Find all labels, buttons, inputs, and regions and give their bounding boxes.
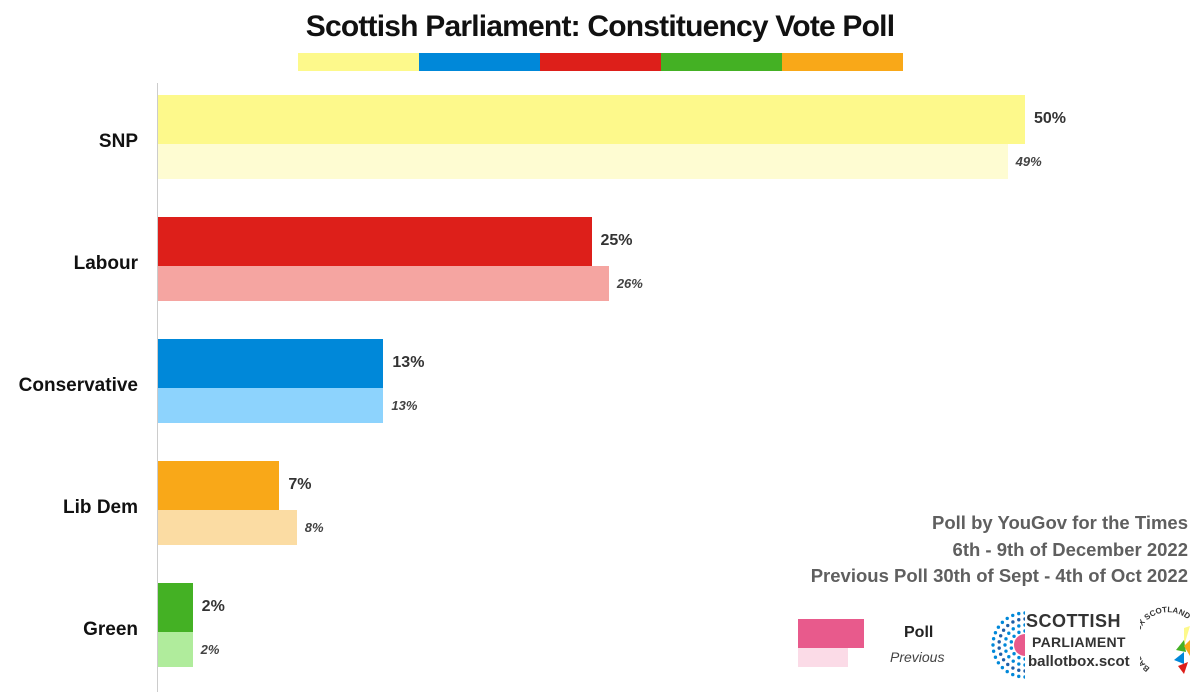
legend-poll-label: Poll bbox=[904, 624, 934, 641]
brand-website: ballotbox.scot bbox=[1028, 653, 1130, 670]
value-label-previous: 49% bbox=[1015, 154, 1042, 169]
legend-poll-swatch bbox=[798, 619, 864, 648]
brand-parliament: PARLIAMENT bbox=[1032, 634, 1126, 650]
color-strip-segment bbox=[661, 53, 782, 71]
bar-poll bbox=[158, 339, 384, 388]
legend-previous-label: Previous bbox=[890, 649, 945, 665]
color-strip-segment bbox=[782, 53, 903, 71]
legend-previous-swatch bbox=[798, 648, 848, 667]
category-label: Conservative bbox=[18, 375, 138, 396]
category-label: SNP bbox=[98, 131, 138, 152]
value-label-poll: 2% bbox=[201, 598, 225, 615]
bar-poll bbox=[158, 217, 592, 266]
category-label: Lib Dem bbox=[63, 497, 138, 518]
value-label-poll: 13% bbox=[392, 354, 425, 371]
brand-scottish: SCOTTISH bbox=[1026, 611, 1122, 631]
party-color-strip bbox=[298, 53, 903, 71]
color-strip-segment bbox=[540, 53, 661, 71]
value-label-poll: 7% bbox=[288, 476, 312, 493]
value-label-poll: 25% bbox=[600, 232, 633, 249]
value-label-poll: 50% bbox=[1034, 110, 1067, 127]
bar-previous bbox=[158, 144, 1008, 179]
bar-previous bbox=[158, 266, 609, 301]
category-label: Green bbox=[83, 619, 138, 640]
bar-previous bbox=[158, 632, 193, 667]
bar-poll bbox=[158, 583, 193, 632]
source-line-previous: Previous Poll 30th of Sept - 4th of Oct … bbox=[810, 565, 1188, 586]
value-label-previous: 8% bbox=[304, 520, 324, 535]
y-axis-line bbox=[157, 83, 158, 692]
bar-previous bbox=[158, 510, 297, 545]
bar-poll bbox=[158, 95, 1025, 144]
source-line-dates: 6th - 9th of December 2022 bbox=[952, 538, 1188, 560]
parliament-hemicycle-icon bbox=[991, 611, 1025, 679]
color-strip-segment bbox=[298, 53, 419, 71]
bar-previous bbox=[158, 388, 384, 423]
value-label-previous: 2% bbox=[200, 642, 220, 657]
bar-poll bbox=[158, 461, 280, 510]
chart-title: Scottish Parliament: Constituency Vote P… bbox=[305, 10, 895, 43]
value-label-previous: 26% bbox=[616, 276, 643, 291]
color-strip-segment bbox=[419, 53, 540, 71]
value-label-previous: 13% bbox=[391, 398, 418, 413]
source-line-pollster: Poll by YouGov for the Times bbox=[932, 512, 1188, 533]
ballot-box-scotland-logo: BALLOT BOX SCOTLAND bbox=[1140, 606, 1192, 674]
category-label: Labour bbox=[73, 253, 138, 274]
source-note: Poll by YouGov for the Times 6th - 9th o… bbox=[811, 510, 1188, 590]
